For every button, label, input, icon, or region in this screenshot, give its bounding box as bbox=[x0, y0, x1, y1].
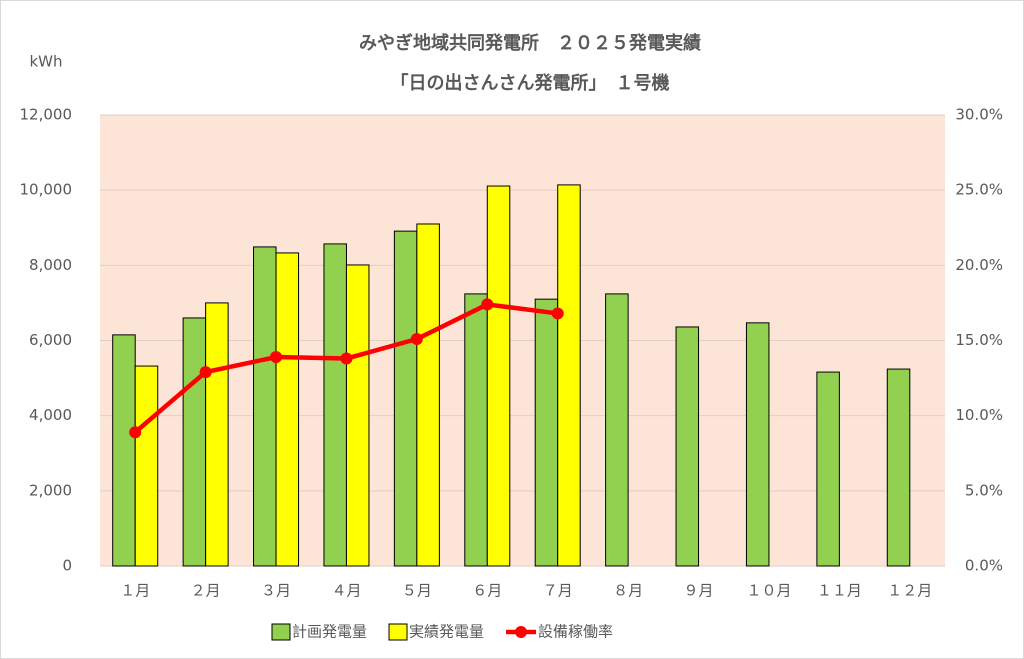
bar bbox=[464, 293, 488, 567]
x-tick-label: ７月 bbox=[543, 582, 573, 600]
y-tick-label: 4,000 bbox=[29, 406, 72, 424]
chart-title: みやぎ地域共同発電所 ２０２５発電実績 bbox=[359, 32, 701, 54]
x-tick-label: １月 bbox=[120, 582, 150, 600]
legend-label: 設備稼働率 bbox=[538, 623, 613, 641]
y2-tick-label: 25.0% bbox=[955, 181, 1003, 199]
x-tick-label: １１月 bbox=[817, 582, 862, 600]
bar bbox=[112, 334, 136, 567]
bar bbox=[534, 298, 559, 567]
y-tick-label: 0 bbox=[62, 557, 72, 575]
y-tick-label: 10,000 bbox=[20, 181, 73, 199]
y-tick-label: 12,000 bbox=[20, 106, 73, 124]
line-marker bbox=[270, 351, 283, 364]
y2-tick-label: 20.0% bbox=[955, 256, 1003, 274]
bar bbox=[557, 184, 581, 567]
bar bbox=[486, 185, 511, 567]
x-tick-label: ６月 bbox=[472, 582, 502, 600]
bar bbox=[416, 223, 440, 567]
y2-tick-label: 10.0% bbox=[955, 406, 1003, 424]
bar bbox=[182, 317, 207, 567]
legend-label: 計画発電量 bbox=[292, 623, 367, 641]
bar bbox=[886, 368, 911, 567]
bar bbox=[253, 246, 277, 567]
x-tick-label: ４月 bbox=[331, 582, 361, 600]
y2-tick-label: 0.0% bbox=[965, 557, 1003, 575]
bar bbox=[605, 293, 629, 567]
bar bbox=[816, 371, 840, 567]
bar bbox=[275, 252, 300, 567]
y2-tick-label: 15.0% bbox=[955, 331, 1003, 349]
bar bbox=[745, 322, 770, 567]
y2-tick-label: 30.0% bbox=[955, 106, 1003, 124]
bar bbox=[205, 302, 229, 567]
x-tick-label: １２月 bbox=[887, 582, 932, 600]
legend-swatch bbox=[271, 623, 291, 641]
x-tick-label: １０月 bbox=[746, 582, 791, 600]
bar bbox=[393, 230, 418, 567]
y-axis-label: kWh bbox=[29, 53, 62, 71]
bar bbox=[134, 365, 159, 567]
chart-subtitle: 「日の出さんさん発電所」 １号機 bbox=[391, 72, 670, 94]
line-marker bbox=[199, 366, 212, 379]
bar bbox=[675, 326, 700, 567]
y-tick-label: 2,000 bbox=[29, 481, 72, 499]
legend-swatch bbox=[388, 623, 408, 641]
line-marker bbox=[551, 307, 564, 320]
y-tick-label: 8,000 bbox=[29, 256, 72, 274]
bar bbox=[323, 243, 347, 567]
x-tick-label: ３月 bbox=[261, 582, 291, 600]
bar bbox=[345, 264, 370, 567]
line-marker bbox=[481, 298, 494, 311]
y2-tick-label: 5.0% bbox=[965, 481, 1003, 499]
line-marker bbox=[410, 332, 423, 345]
line-marker bbox=[129, 426, 142, 439]
x-tick-label: ２月 bbox=[191, 582, 221, 600]
x-tick-label: ９月 bbox=[684, 582, 714, 600]
legend-label: 実績発電量 bbox=[409, 623, 484, 641]
x-tick-label: ８月 bbox=[613, 582, 643, 600]
line-marker bbox=[340, 352, 353, 365]
x-tick-label: ５月 bbox=[402, 582, 432, 600]
y-tick-label: 6,000 bbox=[29, 331, 72, 349]
legend-marker bbox=[515, 626, 528, 638]
